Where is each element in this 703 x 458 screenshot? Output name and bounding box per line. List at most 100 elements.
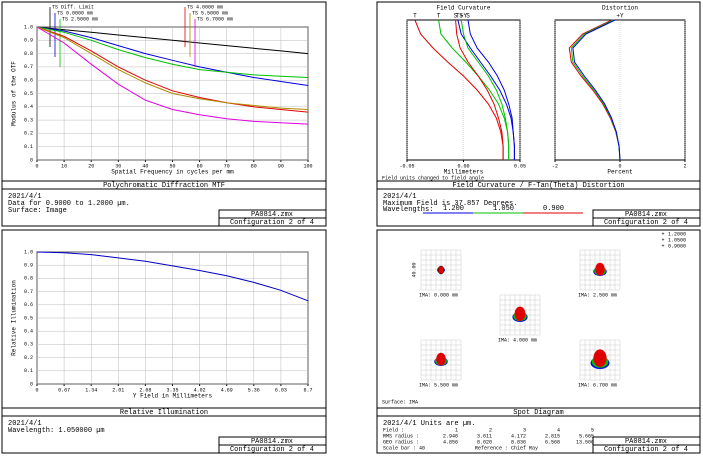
y-tick-label: 0.1 — [24, 144, 33, 150]
x-tick-label: -2 — [552, 163, 558, 169]
spot — [437, 265, 445, 275]
y-axis-label: Modulus of the OTF — [11, 61, 18, 126]
x-tick-label: -0.05 — [399, 163, 414, 169]
x-axis-label: Percent — [607, 169, 632, 176]
legend-label: TS 4.0000 mm — [187, 4, 223, 10]
field-label: +Y — [616, 13, 624, 20]
scale-label: 40.00 — [411, 262, 417, 277]
geo-value: 4.856 — [443, 439, 458, 445]
y-tick-label: 0.7 — [24, 289, 33, 295]
wavelength: 1.200 — [443, 205, 464, 213]
window-title: Spot Diagram — [513, 409, 563, 417]
x-tick-label: 100 — [303, 163, 312, 169]
legend-marker: + — [661, 237, 664, 243]
rms-value: 5.665 — [579, 433, 594, 439]
info-line: 2021/4/1 — [383, 193, 417, 201]
plot-title: Distortion — [602, 5, 638, 12]
x-tick-label: 0.67 — [58, 387, 70, 393]
legend-marker: + — [661, 231, 664, 237]
info-line: 2021/4/1 — [8, 420, 42, 428]
y-tick-label: 0.3 — [24, 117, 33, 123]
series-label: T — [437, 13, 441, 20]
x-tick-label: 1.34 — [85, 387, 97, 393]
x-axis-label: Y Field in Millimeters — [133, 393, 213, 400]
x-tick-label: 60 — [197, 163, 203, 169]
spot-label: IMA: 5.500 mm — [419, 382, 458, 388]
series-label: T — [413, 13, 417, 20]
x-tick-label: 70 — [224, 163, 230, 169]
y-tick-label: 0.8 — [24, 276, 33, 282]
curve — [36, 26, 309, 125]
x-tick-label: 40 — [142, 163, 148, 169]
x-tick-label: 0.00 — [457, 163, 469, 169]
x-tick-label: 2.68 — [139, 387, 151, 393]
y-tick-label: 0.9 — [24, 263, 33, 269]
wavelength: 1.050 — [493, 205, 514, 213]
legend-marker: + — [661, 243, 664, 249]
y-tick-label: 0 — [30, 157, 33, 163]
configuration: Configuration 2 of 4 — [604, 446, 688, 454]
spot-label: IMA: 2.500 mm — [578, 292, 617, 298]
series-label: T — [456, 13, 460, 20]
geo-value: 6.568 — [545, 439, 560, 445]
info-line: Data for 0.9000 to 1.2000 µm. — [8, 200, 130, 208]
legend-label: 1.2000 — [668, 231, 686, 237]
y-tick-label: 0.3 — [24, 342, 33, 348]
curve — [572, 19, 621, 161]
curve — [414, 19, 504, 160]
legend-label: TS 6.7000 mm — [197, 16, 233, 22]
x-tick-label: 6.7 — [303, 387, 312, 393]
field-number: 3 — [523, 427, 526, 433]
y-tick-label: 1.0 — [24, 249, 33, 255]
y-tick-label: 0.2 — [24, 355, 33, 361]
y-tick-label: 0.5 — [24, 91, 33, 97]
x-tick-label: 4.02 — [194, 387, 206, 393]
rms-value: 2.946 — [443, 433, 458, 439]
x-tick-label: 5.36 — [248, 387, 260, 393]
curve — [455, 19, 504, 160]
x-tick-label: 4.69 — [221, 387, 233, 393]
y-tick-label: 0.2 — [24, 131, 33, 137]
x-tick-label: 0.05 — [514, 163, 526, 169]
legend-label: 0.9000 — [668, 243, 686, 249]
y-tick-label: 0.6 — [24, 78, 33, 84]
x-axis-label: Spatial Frequency in cycles per mm — [111, 169, 234, 176]
x-tick-label: 0 — [618, 163, 621, 169]
field-number: 4 — [557, 427, 560, 433]
table-label: RMS radius : — [383, 433, 419, 439]
y-tick-label: 0.6 — [24, 302, 33, 308]
legend-label: TS 5.5000 mm — [192, 10, 228, 16]
y-tick-label: 0.7 — [24, 64, 33, 70]
file-name: PA0814.zmx — [625, 211, 667, 219]
curve — [36, 251, 309, 302]
wavelength: 0.900 — [543, 205, 564, 213]
note: Field units changed to field angle — [382, 175, 484, 181]
x-tick-label: 30 — [115, 163, 121, 169]
x-tick-label: 6.03 — [275, 387, 287, 393]
spot-label: IMA: 6.700 mm — [578, 382, 617, 388]
spot-label: IMA: 0.000 mm — [419, 292, 458, 298]
y-tick-label: 0.1 — [24, 368, 33, 374]
legend-label: 1.0500 — [668, 237, 686, 243]
y-tick-label: 1.0 — [24, 24, 33, 30]
y-tick-label: 0.8 — [24, 51, 33, 57]
table-label: Field : — [383, 427, 404, 433]
file-name: PA0814.zmx — [625, 438, 667, 446]
x-tick-label: 10 — [61, 163, 67, 169]
x-tick-label: 0 — [35, 163, 38, 169]
x-tick-label: 80 — [251, 163, 257, 169]
y-tick-label: 0.5 — [24, 315, 33, 321]
field-number: 5 — [591, 427, 594, 433]
window-title: Field Curvature / F-Tan(Theta) Distortio… — [452, 182, 624, 190]
field-number: 2 — [489, 427, 492, 433]
window-title: Polychromatic Diffraction MTF — [103, 182, 225, 190]
series-label: S — [466, 13, 470, 20]
rms-value: 3.611 — [477, 433, 492, 439]
x-tick-label: 90 — [278, 163, 284, 169]
y-tick-label: 0.4 — [24, 329, 33, 335]
field-number: 1 — [455, 427, 458, 433]
chart: -2 0 2 Distortion+Y Percent — [552, 5, 687, 176]
x-axis-label: Millimeters — [444, 169, 484, 176]
